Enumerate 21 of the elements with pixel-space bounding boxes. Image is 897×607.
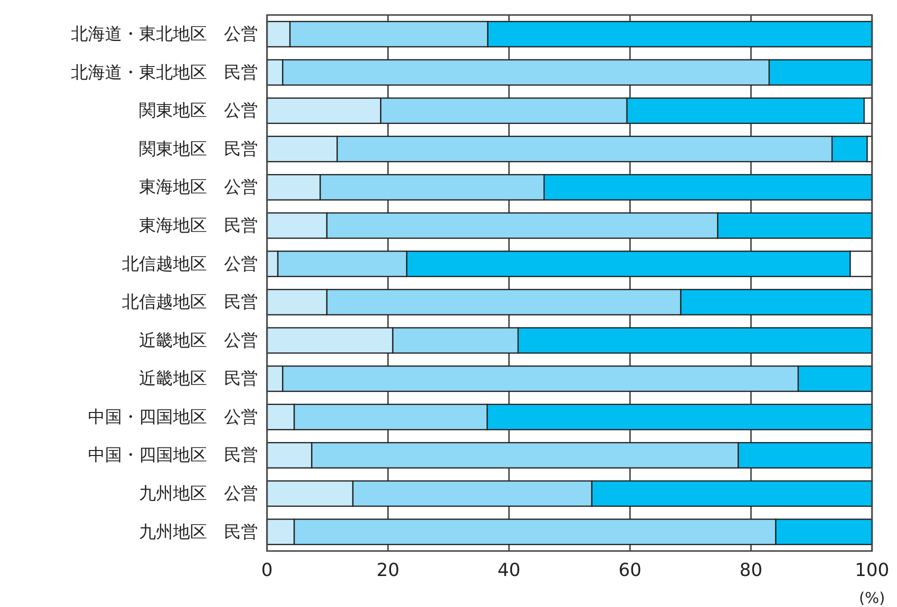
y-tick-label: 関東地区 民営 — [139, 139, 258, 160]
x-tick-label: 100 — [854, 560, 890, 581]
y-tick-label: 北信越地区 公営 — [122, 254, 258, 274]
y-tick-label: 東海地区 公営 — [139, 178, 258, 198]
y-tick-label: 九州地区 民営 — [139, 522, 258, 542]
y-tick-label: 九州地区 公営 — [139, 484, 258, 504]
y-tick-label: 近畿地区 公営 — [139, 330, 258, 351]
x-tick-label: 20 — [376, 560, 400, 581]
y-tick-label: 北海道・東北地区 公営 — [71, 24, 258, 45]
x-tick-label: 0 — [261, 560, 273, 581]
y-tick-label: 北信越地区 民営 — [122, 292, 258, 313]
y-tick-label: 北海道・東北地区 民営 — [71, 62, 258, 83]
y-tick-label: 近畿地区 民営 — [139, 369, 258, 390]
y-tick-label: 中国・四国地区 公営 — [88, 407, 258, 428]
y-tick-label: 関東地区 公営 — [139, 101, 258, 122]
x-tick-label: 60 — [618, 560, 642, 581]
y-tick-label: 東海地区 民営 — [139, 216, 258, 236]
x-axis-title: (%) — [859, 589, 885, 607]
y-tick-label: 中国・四国地区 民営 — [88, 446, 258, 466]
x-tick-label: 40 — [498, 560, 520, 581]
x-tick-label: 80 — [740, 560, 762, 581]
